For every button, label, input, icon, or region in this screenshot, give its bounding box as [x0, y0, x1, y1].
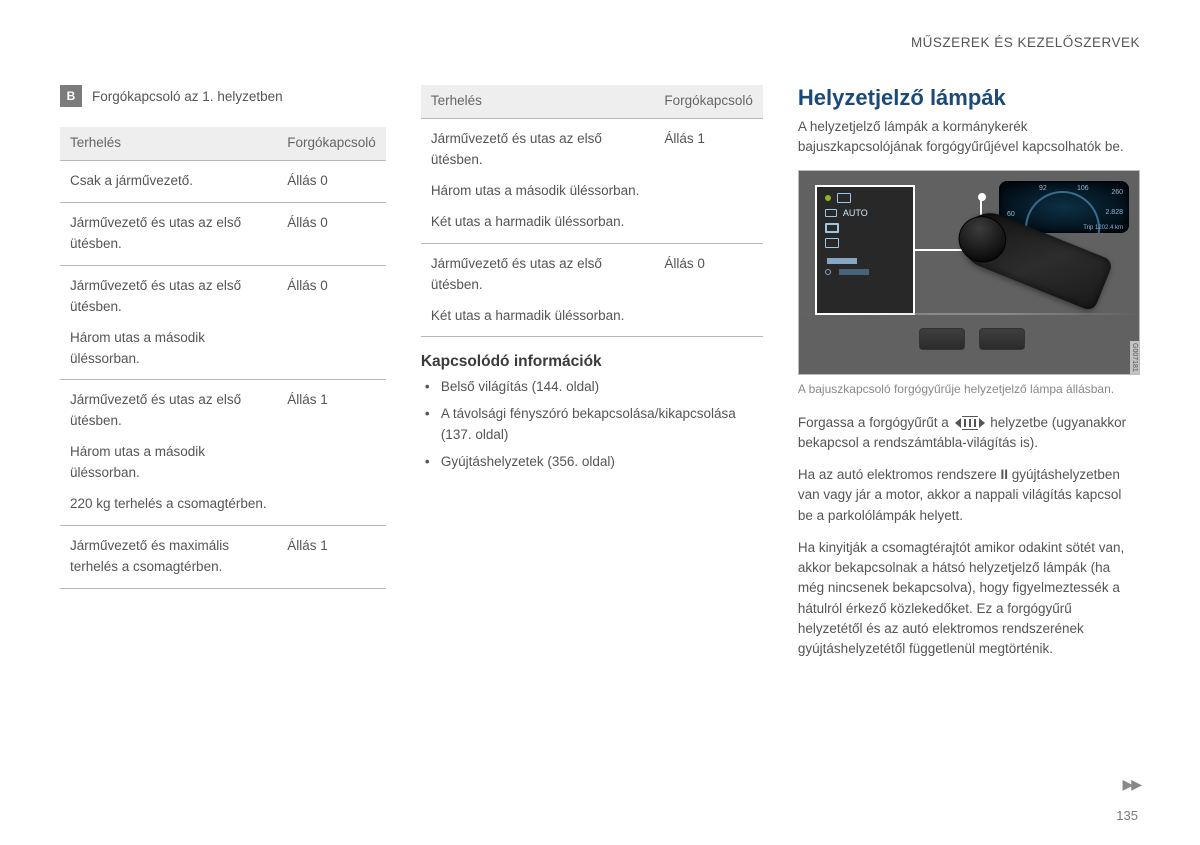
column-right: Helyzetjelző lámpák A helyzetjelző lámpá…: [798, 85, 1140, 671]
cell-load-line: Két utas a harmadik üléssorban.: [431, 306, 645, 327]
table-row: Járművezető és utas az első ütésben. Háro…: [60, 380, 386, 526]
cell-load-line: Három utas a második üléssorban.: [431, 181, 645, 202]
load-table-mid: Terhelés Forgókapcsoló Járművezető és ut…: [421, 85, 763, 337]
page-number: 135: [1116, 808, 1138, 823]
table-row: Járművezető és utas az első ütésben. Háro…: [421, 119, 763, 244]
figure-caption: A bajuszkapcsoló forgógyűrűje helyzetjel…: [798, 381, 1140, 398]
table-row: Járművezető és utas az első ütésben.Állá…: [60, 202, 386, 265]
body-paragraph: Ha az autó elektromos rendszere II gyújt…: [798, 465, 1140, 526]
cell-load: Járművezető és utas az első ütésben.: [60, 202, 277, 265]
column-middle: Terhelés Forgókapcsoló Járművezető és ut…: [421, 85, 763, 671]
cell-load-line: Három utas a második üléssorban.: [70, 442, 267, 484]
cell-load-line: Járművezető és utas az első ütésben.: [70, 390, 267, 432]
note-line: B Forgókapcsoló az 1. helyzetben: [60, 85, 386, 107]
cell-switch: Állás 0: [277, 202, 386, 265]
cell-load: Járművezető és utas az első ütésben. Háro…: [60, 380, 277, 526]
related-item: Gyújtáshelyzetek (356. oldal): [441, 452, 763, 473]
cell-load: Járművezető és maximális terhelés a csom…: [60, 526, 277, 589]
table-row: Járművezető és utas az első ütésben. Két …: [421, 243, 763, 337]
cell-load-line: Járművezető és utas az első ütésben.: [431, 254, 645, 296]
gauge-num: Trip 1202.4 km: [1083, 225, 1123, 231]
th-load: Terhelés: [421, 85, 655, 119]
related-heading: Kapcsolódó információk: [421, 353, 763, 371]
cell-load: Járművezető és utas az első ütésben. Háro…: [60, 265, 277, 380]
cell-load: Járművezető és utas az első ütésben. Háro…: [421, 119, 655, 244]
table-row: Járművezető és utas az első ütésben. Háro…: [60, 265, 386, 380]
intro-paragraph: A helyzetjelző lámpák a kormánykerék baj…: [798, 117, 1140, 156]
p2-bold: II: [1001, 467, 1009, 482]
cell-load-line: Járművezető és utas az első ütésben.: [431, 129, 645, 171]
cell-load-line: Járművezető és utas az első ütésben.: [70, 213, 267, 255]
cell-load-line: Három utas a második üléssorban.: [70, 328, 267, 370]
cell-load-line: Csak a járművezető.: [70, 171, 267, 192]
cell-switch: Állás 0: [277, 161, 386, 203]
th-switch: Forgókapcsoló: [277, 127, 386, 161]
image-code: G007181: [1130, 341, 1139, 374]
panel-auto-label: AUTO: [843, 208, 868, 218]
cell-load: Csak a járművezető.: [60, 161, 277, 203]
p1a: Forgassa a forgógyűrűt a: [798, 415, 953, 430]
page-title: Helyzetjelző lámpák: [798, 85, 1140, 111]
cell-load: Járművezető és utas az első ütésben. Két …: [421, 243, 655, 337]
cell-switch: Állás 1: [277, 380, 386, 526]
cell-switch: Állás 0: [277, 265, 386, 380]
dash-button-icon: [979, 328, 1025, 350]
cell-load-line: 220 kg terhelés a csomagtérben.: [70, 494, 267, 515]
note-text: Forgókapcsoló az 1. helyzetben: [92, 89, 283, 104]
th-load: Terhelés: [60, 127, 277, 161]
gauge-num: 60: [1007, 211, 1015, 218]
load-table-left: Terhelés Forgókapcsoló Csak a járművezet…: [60, 127, 386, 589]
position-light-icon: [955, 417, 985, 429]
gauge-num: 106: [1077, 185, 1089, 192]
column-left: B Forgókapcsoló az 1. helyzetben Terhelé…: [60, 85, 386, 671]
related-item: Belső világítás (144. oldal): [441, 377, 763, 398]
table-row: Járművezető és maximális terhelés a csom…: [60, 526, 386, 589]
body-paragraph: Ha kinyitják a csomagtérajtót amikor oda…: [798, 538, 1140, 660]
related-item: A távolsági fényszóró bekapcsolása/kikap…: [441, 404, 763, 446]
cell-switch: Állás 0: [654, 243, 763, 337]
section-header: MŰSZEREK ÉS KEZELŐSZERVEK: [60, 35, 1140, 55]
th-switch: Forgókapcsoló: [654, 85, 763, 119]
cell-load-line: Járművezető és utas az első ütésben.: [70, 276, 267, 318]
table-row: Csak a járművezető. Állás 0: [60, 161, 386, 203]
cell-switch: Állás 1: [654, 119, 763, 244]
note-badge: B: [60, 85, 82, 107]
cell-load-line: Járművezető és maximális terhelés a csom…: [70, 536, 267, 578]
page-columns: B Forgókapcsoló az 1. helyzetben Terhelé…: [60, 85, 1140, 671]
gauge-num: 2.828: [1105, 209, 1123, 216]
dash-button-icon: [919, 328, 965, 350]
related-list: Belső világítás (144. oldal) A távolsági …: [421, 377, 763, 473]
stalk-figure: 60 92 106 260 2.828 Trip 1202.4 km AUTO: [798, 170, 1140, 375]
p2a: Ha az autó elektromos rendszere: [798, 467, 1001, 482]
display-panel-icon: AUTO: [815, 185, 915, 315]
gauge-num: 260: [1111, 189, 1123, 196]
continuation-icon: ▶▶: [1122, 776, 1140, 793]
cell-load-line: Két utas a harmadik üléssorban.: [431, 212, 645, 233]
cell-switch: Állás 1: [277, 526, 386, 589]
body-paragraph: Forgassa a forgógyűrűt a helyzetbe (ugya…: [798, 413, 1140, 454]
gauge-num: 92: [1039, 185, 1047, 192]
